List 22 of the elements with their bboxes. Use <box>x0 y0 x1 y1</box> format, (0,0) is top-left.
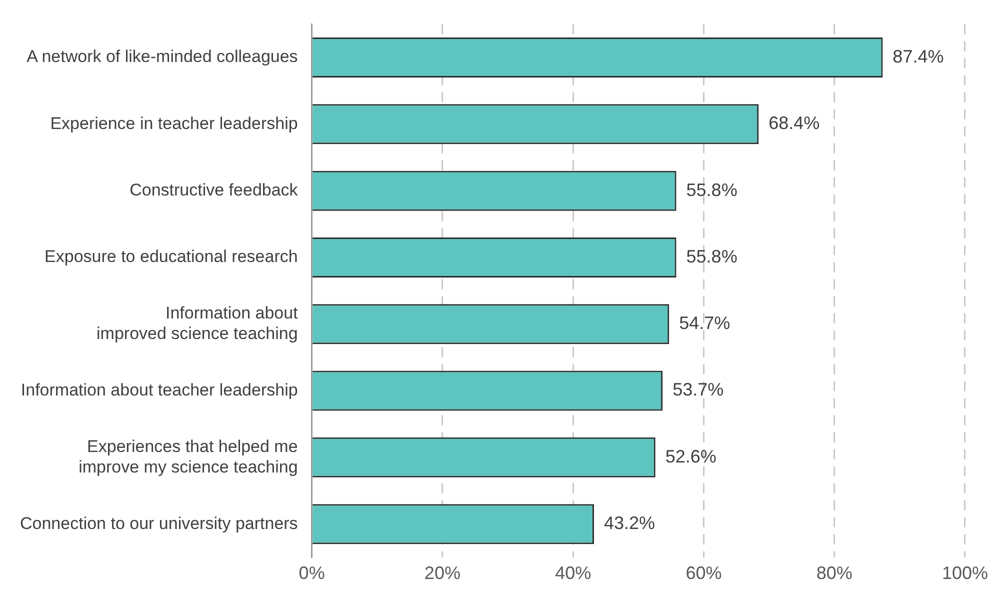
data-label: 52.6% <box>665 446 716 466</box>
y-tick-label: Exposure to educational research <box>44 247 298 266</box>
y-tick-label: Connection to our university partners <box>20 514 298 533</box>
x-tick-label: 100% <box>942 563 988 584</box>
x-tick-label: 0% <box>298 563 325 584</box>
data-label: 53.7% <box>672 380 724 400</box>
data-label: 55.8% <box>686 246 738 266</box>
y-tick-label: Information about improved science teaching <box>96 304 298 344</box>
data-label: 87.4% <box>892 46 944 66</box>
x-tick-label: 20% <box>424 563 460 584</box>
y-tick-label: Experience in teacher leadership <box>50 114 298 133</box>
data-label: 54.7% <box>679 313 730 334</box>
x-tick-label: 40% <box>555 563 592 584</box>
y-tick-label: Information about teacher leadership <box>20 380 298 400</box>
y-tick-label: Experiences that helped me improve my science teaching <box>78 436 298 476</box>
x-tick-label: 60% <box>686 563 722 584</box>
y-tick-label: A network of like-minded colleagues <box>26 47 298 66</box>
y-tick-label: Constructive feedback <box>130 180 298 200</box>
x-tick-label: 80% <box>816 563 852 584</box>
data-label: 55.8% <box>686 180 738 200</box>
data-label: 43.2% <box>604 513 656 534</box>
data-label: 68.4% <box>768 113 820 134</box>
